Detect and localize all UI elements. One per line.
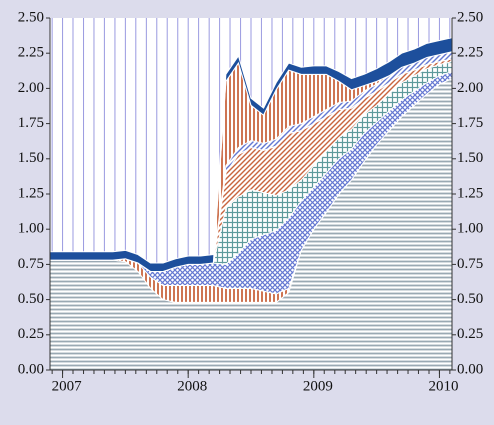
y2-tick-label: 1.25 — [457, 185, 483, 201]
areas — [50, 37, 452, 370]
y2-tick-label: 0.25 — [457, 326, 483, 342]
y-tick-label: 1.25 — [18, 185, 44, 201]
y-tick-label: 0.50 — [18, 291, 44, 307]
y2-tick-label: 0.50 — [457, 291, 483, 307]
y2-tick-label: 1.50 — [457, 150, 483, 166]
area — [50, 37, 452, 272]
y-tick-label: 1.50 — [18, 150, 44, 166]
y2-tick-label: 2.50 — [457, 9, 483, 25]
y-tick-label: 1.75 — [18, 115, 44, 131]
y2-tick-label: 1.00 — [457, 221, 483, 237]
y2-tick-label: 0.00 — [457, 361, 483, 377]
y2-tick-label: 2.25 — [457, 45, 483, 61]
y-tick-label: 0.75 — [18, 256, 44, 272]
y-tick-label: 1.00 — [18, 221, 44, 237]
y-tick-label: 2.00 — [18, 80, 44, 96]
y-tick-label: 2.25 — [18, 45, 44, 61]
y-tick-label: 2.50 — [18, 9, 44, 25]
x-tick-label: 2010 — [428, 378, 458, 394]
x-tick-label: 2007 — [52, 378, 83, 394]
y2-tick-label: 2.00 — [457, 80, 483, 96]
x-tick-label: 2009 — [303, 378, 333, 394]
x-tick-label: 2008 — [177, 378, 207, 394]
y2-tick-label: 1.75 — [457, 115, 483, 131]
y2-tick-label: 0.75 — [457, 256, 483, 272]
y-tick-label: 0.00 — [18, 361, 44, 377]
y-tick-label: 0.25 — [18, 326, 44, 342]
